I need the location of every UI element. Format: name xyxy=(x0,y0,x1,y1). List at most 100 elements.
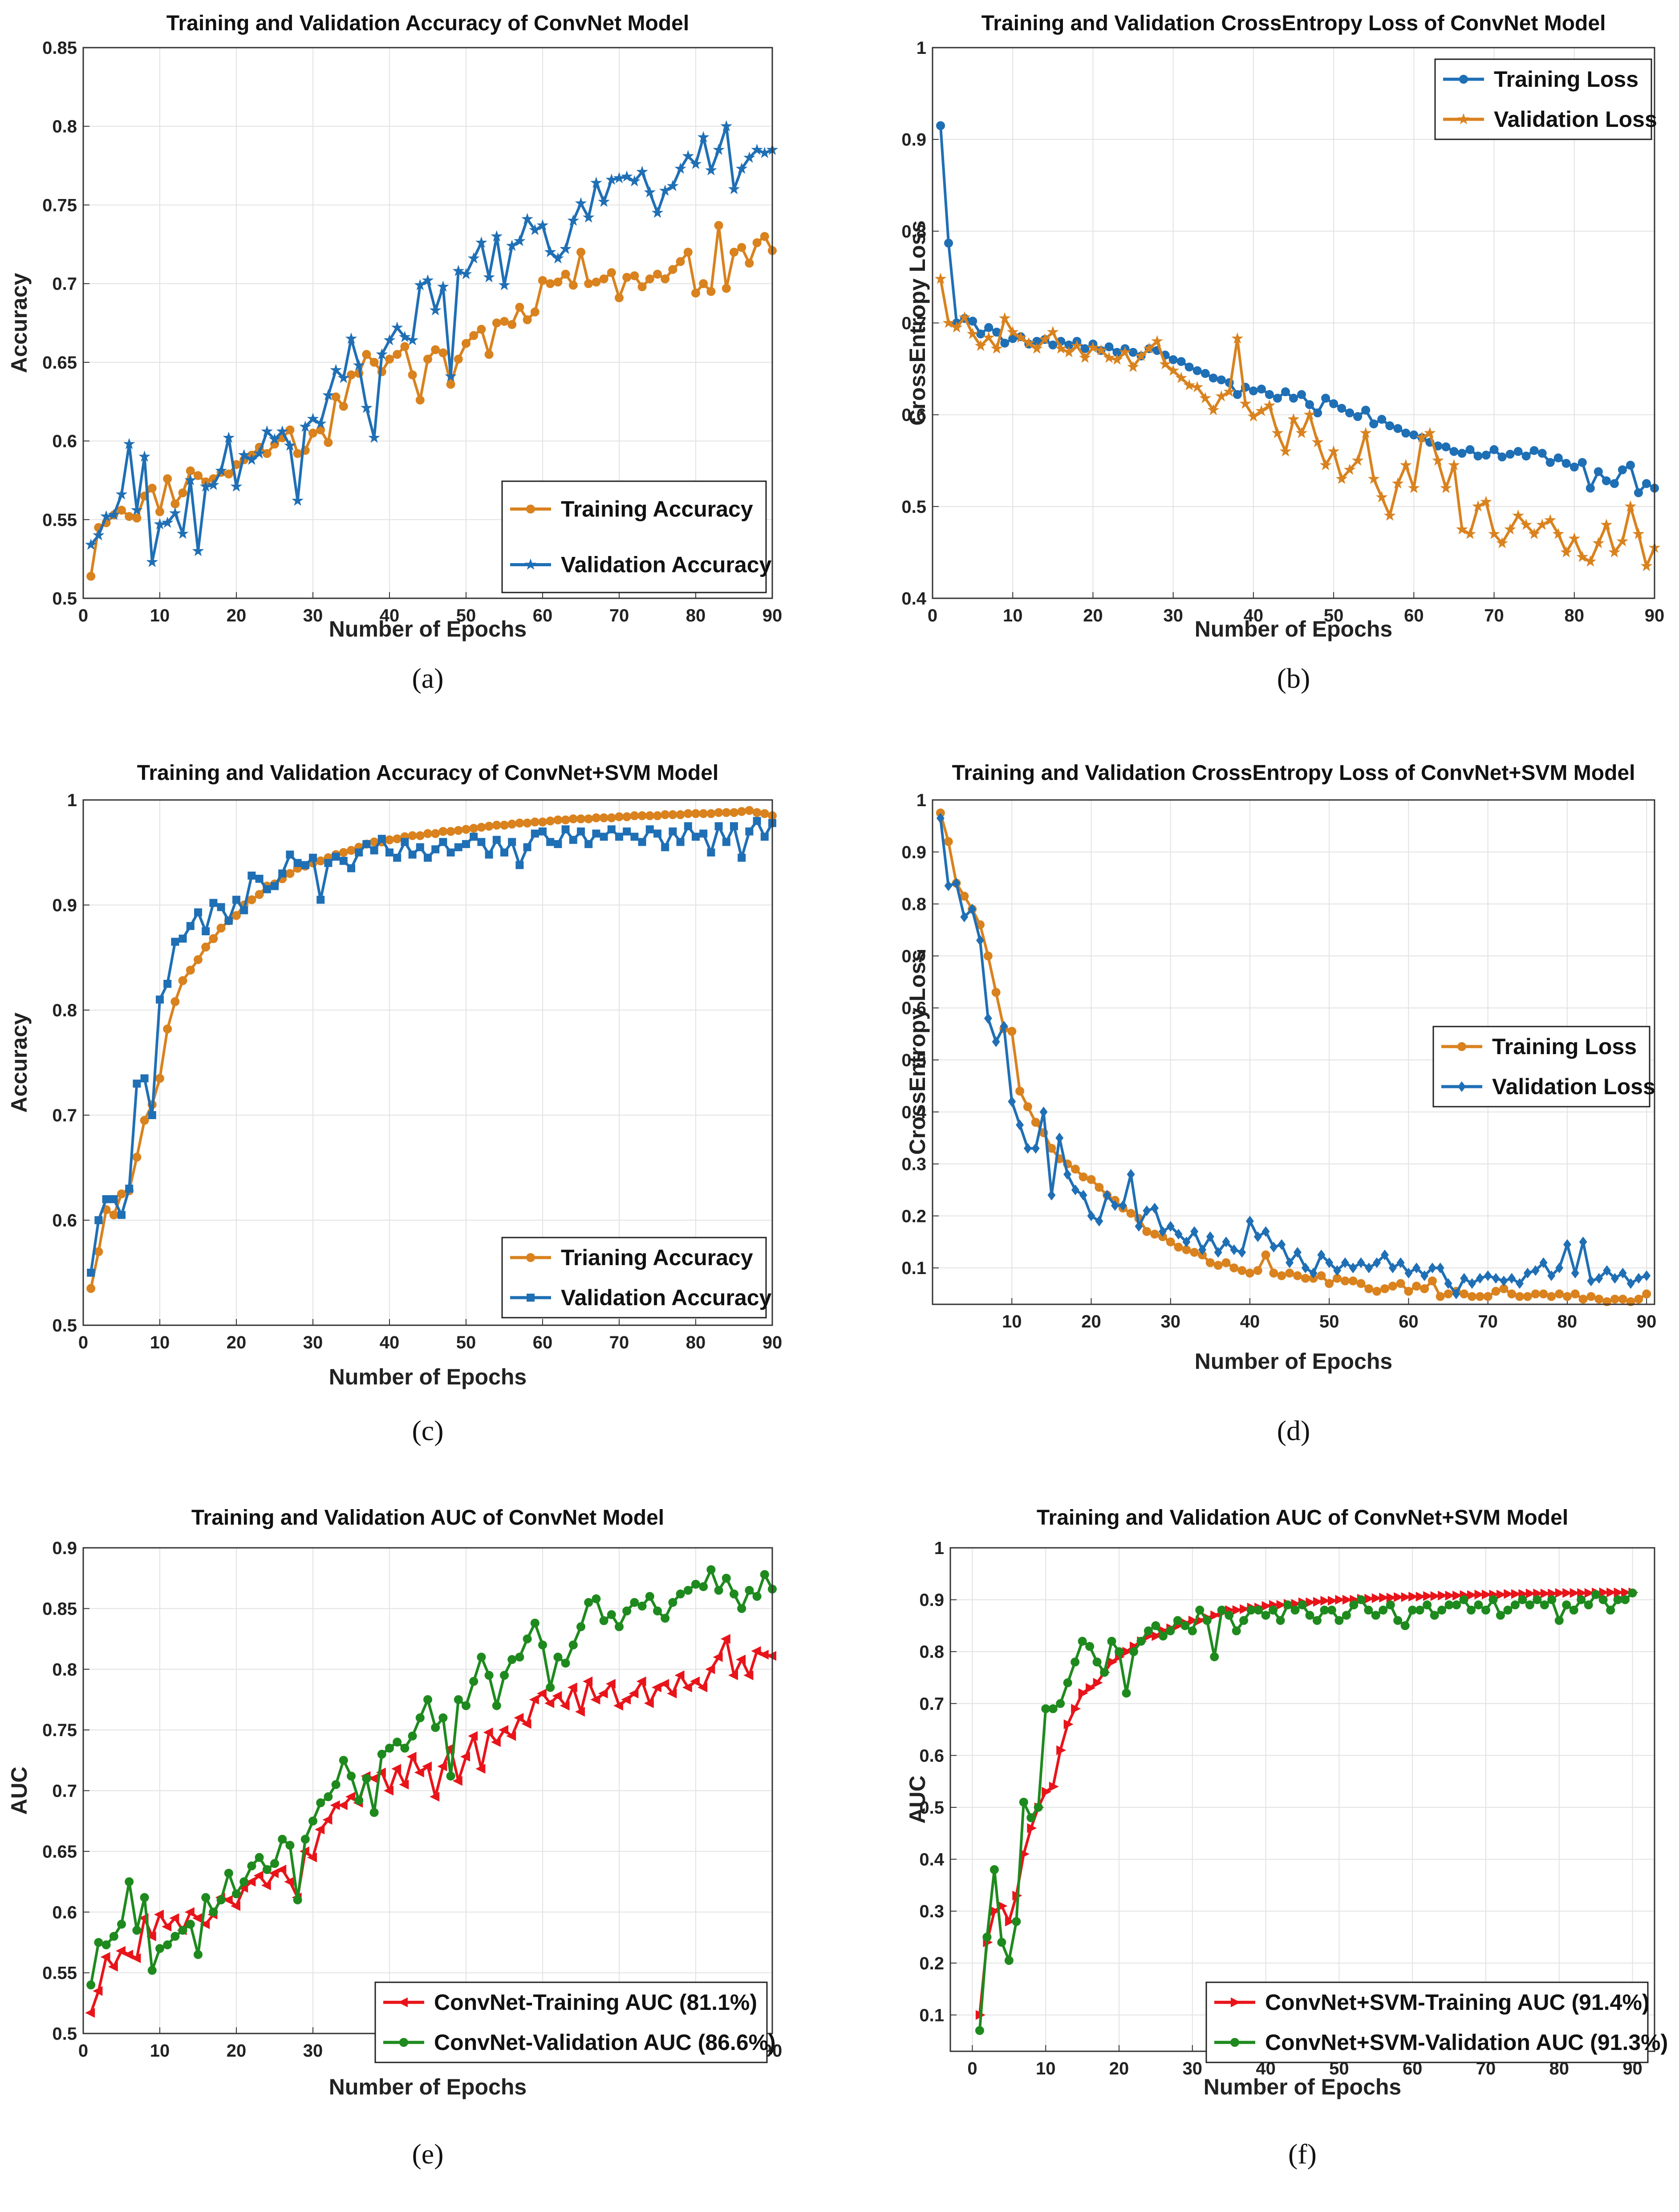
data-point xyxy=(408,831,417,840)
data-point xyxy=(1199,392,1212,403)
data-point xyxy=(1056,1699,1065,1708)
data-point xyxy=(1107,1636,1116,1646)
x-axis-label: Number of Epochs xyxy=(329,1364,527,1389)
data-point xyxy=(736,1654,746,1664)
data-point xyxy=(1103,351,1115,363)
x-tick-label: 40 xyxy=(380,1333,400,1352)
data-point xyxy=(1317,1250,1326,1261)
data-point xyxy=(1404,1287,1413,1296)
data-point xyxy=(637,282,647,292)
data-point xyxy=(1496,1589,1506,1599)
data-point xyxy=(599,1616,608,1625)
data-point xyxy=(201,942,211,952)
data-point xyxy=(1464,528,1476,539)
data-point xyxy=(376,1767,386,1778)
data-point xyxy=(1497,452,1507,462)
data-point xyxy=(86,572,96,581)
data-point xyxy=(125,1877,134,1887)
data-point xyxy=(1547,1595,1557,1604)
chart-title: Training and Validation Accuracy of Conv… xyxy=(166,12,689,35)
data-point xyxy=(255,1853,264,1862)
data-point xyxy=(186,466,195,475)
data-point xyxy=(414,279,426,290)
legend: Trianing Accuracy Validation Accuracy xyxy=(501,1237,772,1319)
data-point xyxy=(500,317,509,326)
data-point xyxy=(1047,1189,1056,1201)
y-tick-label: 0.5 xyxy=(919,1798,944,1818)
data-point xyxy=(500,848,508,856)
legend-entry: Training Loss xyxy=(1494,67,1638,92)
data-point xyxy=(1320,1595,1330,1606)
data-point xyxy=(699,809,708,818)
data-point xyxy=(454,354,463,364)
data-point xyxy=(385,848,393,856)
data-point xyxy=(293,859,302,867)
data-point xyxy=(184,1907,195,1917)
data-point xyxy=(942,317,955,328)
chart-panel-a: 0 10 20 30 40 50 60 70 80 90 0.5 0.55 0.6 0.65 0.7 0.75… xyxy=(7,12,782,694)
data-point xyxy=(1420,1270,1429,1281)
data-point xyxy=(567,214,580,226)
data-point xyxy=(1335,1595,1345,1605)
data-point xyxy=(1007,1027,1017,1036)
data-point xyxy=(147,1966,157,1975)
data-point xyxy=(536,219,549,231)
data-point xyxy=(186,966,195,975)
data-point xyxy=(621,1694,631,1705)
data-point xyxy=(553,1652,563,1662)
data-point xyxy=(1428,1276,1437,1286)
data-point xyxy=(1049,1782,1059,1792)
data-point xyxy=(1175,372,1187,383)
data-point xyxy=(1584,555,1597,567)
data-point xyxy=(1200,369,1210,378)
data-point xyxy=(269,1868,279,1878)
y-tick-label: 0.4 xyxy=(901,589,926,609)
chart-title: Training and Validation AUC of ConvNet M… xyxy=(191,1506,664,1530)
data-point xyxy=(730,822,738,830)
x-tick-label: 60 xyxy=(533,1333,553,1352)
y-tick-label: 0.1 xyxy=(901,1258,926,1278)
y-tick-label: 0.6 xyxy=(919,1746,944,1766)
chart-title: Training and Validation CrossEntropy Los… xyxy=(952,761,1635,785)
data-point xyxy=(738,853,746,862)
data-point xyxy=(998,1901,1008,1911)
data-point xyxy=(1505,450,1515,459)
data-point xyxy=(170,1932,180,1941)
data-point xyxy=(659,1679,669,1689)
y-tick-label: 0.3 xyxy=(901,1155,926,1174)
data-point xyxy=(697,131,710,142)
data-point xyxy=(1261,1250,1270,1260)
data-point xyxy=(1031,342,1043,354)
data-point xyxy=(108,508,120,520)
x-tick-label: 30 xyxy=(303,1333,323,1352)
data-point xyxy=(162,1921,172,1932)
data-point xyxy=(1445,1591,1455,1601)
data-point xyxy=(492,1701,501,1710)
data-point xyxy=(1087,1210,1095,1222)
data-point xyxy=(1023,1102,1032,1112)
legend-box xyxy=(501,480,767,593)
data-point xyxy=(1180,1621,1190,1630)
data-point xyxy=(484,822,494,831)
data-point xyxy=(415,831,425,840)
data-point xyxy=(154,1909,164,1920)
data-point xyxy=(207,479,219,490)
legend-marker xyxy=(526,1253,535,1262)
y-tick-label: 0.5 xyxy=(901,1051,926,1070)
data-point xyxy=(1523,1292,1532,1301)
data-point xyxy=(1255,405,1268,416)
x-tick-label: 10 xyxy=(150,606,170,625)
data-point xyxy=(1404,1267,1413,1278)
data-point xyxy=(1261,1601,1272,1611)
data-point xyxy=(1356,1595,1366,1604)
data-point xyxy=(423,354,432,364)
data-point xyxy=(163,1024,172,1034)
axes-frame xyxy=(932,47,1655,599)
data-point xyxy=(1176,357,1186,366)
x-tick-label: 80 xyxy=(1557,1312,1578,1331)
data-point xyxy=(94,1216,103,1224)
data-point xyxy=(1533,1595,1542,1604)
data-point xyxy=(1335,473,1348,484)
y-tick-label: 0.8 xyxy=(52,1660,77,1680)
data-point xyxy=(1174,1229,1183,1240)
